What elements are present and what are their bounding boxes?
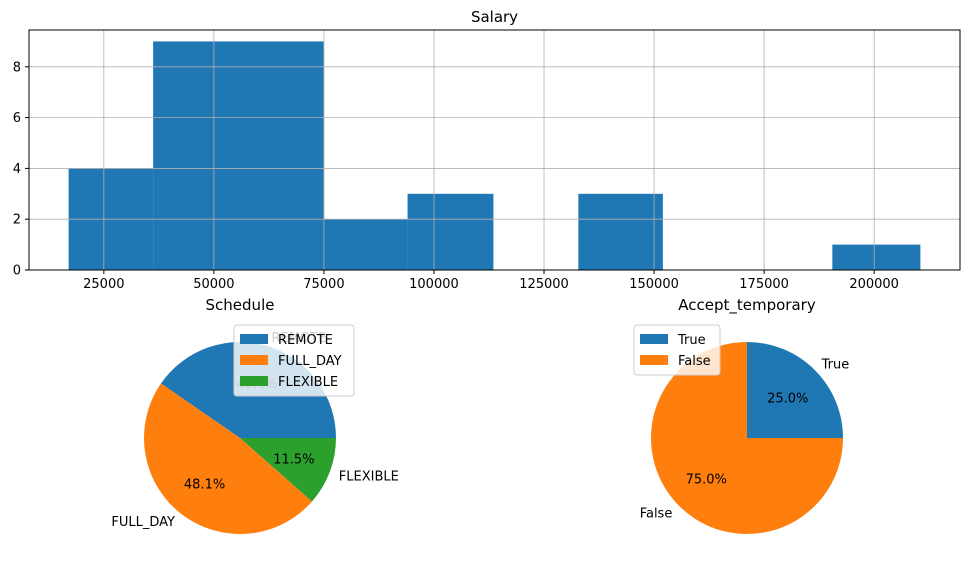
accept-temporary-legend-label-false: False <box>678 354 711 369</box>
histogram-bar-3 <box>407 193 494 270</box>
accept-temporary-outer-label-false: False <box>640 507 673 522</box>
histogram-y-ticks: 0 2 4 6 8 <box>13 60 29 279</box>
schedule-pct-label-full_day: 48.1% <box>184 477 225 492</box>
accept-temporary-pie-title: Accept_temporary <box>678 296 816 315</box>
schedule-legend-swatch-full_day <box>240 355 268 365</box>
accept-temporary-outer-label-true: True <box>821 357 850 372</box>
histogram-x-tick-label-2: 75000 <box>303 277 344 292</box>
schedule-legend-swatch-remote <box>240 334 268 344</box>
schedule-legend-label-full_day: FULL_DAY <box>278 354 342 369</box>
schedule-pct-label-flexible: 11.5% <box>273 452 314 467</box>
schedule-pie-title: Schedule <box>206 296 275 314</box>
histogram-y-tick-label-4: 8 <box>13 60 21 75</box>
histogram-bar-1 <box>153 41 324 270</box>
histogram-x-tick-label-6: 175000 <box>739 277 789 292</box>
schedule-legend-label-remote: REMOTE <box>278 333 333 348</box>
histogram-y-tick-label-3: 6 <box>13 111 21 126</box>
schedule-legend: REMOTE FULL_DAY FLEXIBLE <box>233 324 355 397</box>
schedule-slice-flexible <box>240 438 336 502</box>
histogram-y-tick-label-2: 4 <box>13 162 21 177</box>
histogram-frame <box>28 29 961 271</box>
accept-temporary-pct-label-true: 25.0% <box>767 391 808 406</box>
histogram-x-tick-label-3: 100000 <box>409 277 459 292</box>
accept-temporary-pie-slices <box>651 342 843 534</box>
schedule-pie-chart: Schedule REMOTE40.4%FULL_DAY48.1%FLEXIBL… <box>111 296 399 534</box>
histogram-x-tick-label-0: 25000 <box>83 277 124 292</box>
schedule-outer-label-flexible: FLEXIBLE <box>339 469 399 484</box>
accept-temporary-legend: True False <box>633 324 721 376</box>
schedule-legend-label-flexible: FLEXIBLE <box>278 375 338 390</box>
accept-temporary-pie-labels: True 25.0% False 75.0% <box>640 357 850 521</box>
histogram-bar-5 <box>832 244 921 270</box>
histogram-bar-2 <box>323 219 408 270</box>
schedule-slice-full_day <box>143 383 313 534</box>
histogram-y-tick-label-1: 2 <box>13 213 21 228</box>
histogram-x-ticks: 25000 50000 75000 100000 125000 150000 175000 2… <box>83 270 899 292</box>
histogram-x-tick-label-1: 50000 <box>193 277 234 292</box>
accept-temporary-pie-chart: Accept_temporary True 25.0% False 75.0% Tru… <box>633 296 850 534</box>
accept-temporary-legend-swatch-true <box>640 334 668 344</box>
histogram-y-tick-label-0: 0 <box>13 264 21 279</box>
histogram-x-tick-label-7: 200000 <box>849 277 899 292</box>
accept-temporary-pct-label-false: 75.0% <box>686 473 727 488</box>
histogram-title: Salary <box>471 8 518 26</box>
accept-temporary-slice-true <box>747 342 843 438</box>
salary-histogram: 25000 50000 75000 100000 125000 150000 175000 2… <box>13 8 961 292</box>
accept-temporary-legend-label-true: True <box>677 333 706 348</box>
histogram-bar-4 <box>578 193 663 270</box>
schedule-outer-label-full_day: FULL_DAY <box>111 515 175 530</box>
histogram-x-tick-label-5: 150000 <box>629 277 679 292</box>
histogram-bars <box>68 41 921 270</box>
histogram-x-tick-label-4: 125000 <box>519 277 569 292</box>
accept-temporary-slice-false <box>651 342 843 534</box>
accept-temporary-legend-swatch-false <box>640 355 668 365</box>
schedule-legend-swatch-flexible <box>240 376 268 386</box>
